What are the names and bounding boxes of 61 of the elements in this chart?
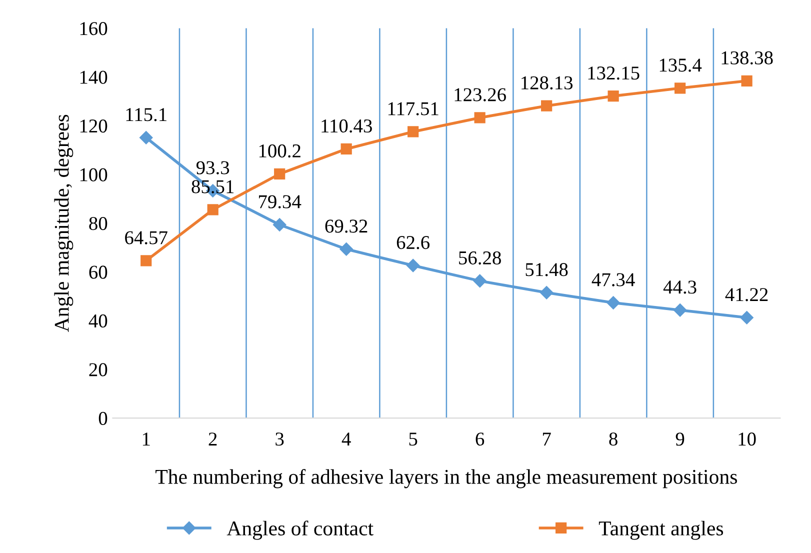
point <box>541 100 552 112</box>
data-label: 44.3 <box>663 280 696 294</box>
data-label: 115.1 <box>126 108 166 122</box>
data-label: 117.51 <box>388 102 438 116</box>
point <box>741 75 752 86</box>
x-tick-label: 4 <box>342 432 351 446</box>
point <box>340 242 353 256</box>
x-tick-label: 5 <box>409 432 418 446</box>
x-tick-label: 8 <box>609 432 618 446</box>
y-tick-label: 40 <box>88 314 108 328</box>
x-tick-label: 10 <box>738 432 756 446</box>
x-tick-label: 7 <box>542 432 551 446</box>
y-tick-label: 140 <box>80 70 108 84</box>
x-tick-label: 6 <box>476 432 484 446</box>
point <box>140 255 152 266</box>
y-tick-label: 0 <box>98 412 108 426</box>
data-label: 93.3 <box>196 161 230 174</box>
data-label: 56.28 <box>459 251 501 265</box>
y-tick-label: 80 <box>89 216 108 230</box>
y-axis-title: Angle magnitude, degrees <box>54 114 74 332</box>
data-label: 69.32 <box>325 220 368 233</box>
y-tick-label: 120 <box>80 119 108 133</box>
x-tick-label: 2 <box>208 432 217 446</box>
point <box>674 82 686 94</box>
legend-label: Angles of contact <box>226 520 374 540</box>
data-label: 64.57 <box>125 231 168 244</box>
y-tick-label: 100 <box>80 168 108 182</box>
point <box>740 311 754 324</box>
data-label: 100.2 <box>259 144 300 158</box>
data-label: 132.15 <box>588 66 640 80</box>
point <box>408 126 419 138</box>
data-label: 128.13 <box>522 76 573 90</box>
y-tick-label: 160 <box>80 22 108 36</box>
data-label: 135.4 <box>660 58 702 72</box>
point <box>606 296 620 310</box>
point <box>473 274 486 288</box>
point <box>540 286 554 300</box>
data-label: 79.34 <box>259 195 302 208</box>
point <box>474 112 486 124</box>
data-label: 62.6 <box>396 236 430 250</box>
point <box>340 143 352 155</box>
data-label: 138.38 <box>722 51 773 65</box>
y-tick-label: 60 <box>89 266 108 279</box>
data-label: 51.48 <box>526 263 568 276</box>
point <box>273 218 286 232</box>
point <box>608 90 619 102</box>
x-axis-title: The numbering of adhesive layers in the angle measurement positions <box>156 469 737 488</box>
point <box>274 168 286 180</box>
data-label: 41.22 <box>725 288 768 302</box>
point <box>673 304 687 317</box>
y-tick-label: 20 <box>89 363 108 376</box>
x-tick-label: 9 <box>676 432 684 446</box>
data-label: 110.43 <box>322 119 372 133</box>
point <box>406 258 420 272</box>
data-label: 47.34 <box>592 273 635 286</box>
x-tick-label: 3 <box>276 432 284 446</box>
x-tick-label: 1 <box>142 432 150 446</box>
legend-label: Tangent angles <box>598 520 724 540</box>
data-label: 123.26 <box>454 88 506 102</box>
point <box>140 131 153 144</box>
point <box>207 204 218 216</box>
